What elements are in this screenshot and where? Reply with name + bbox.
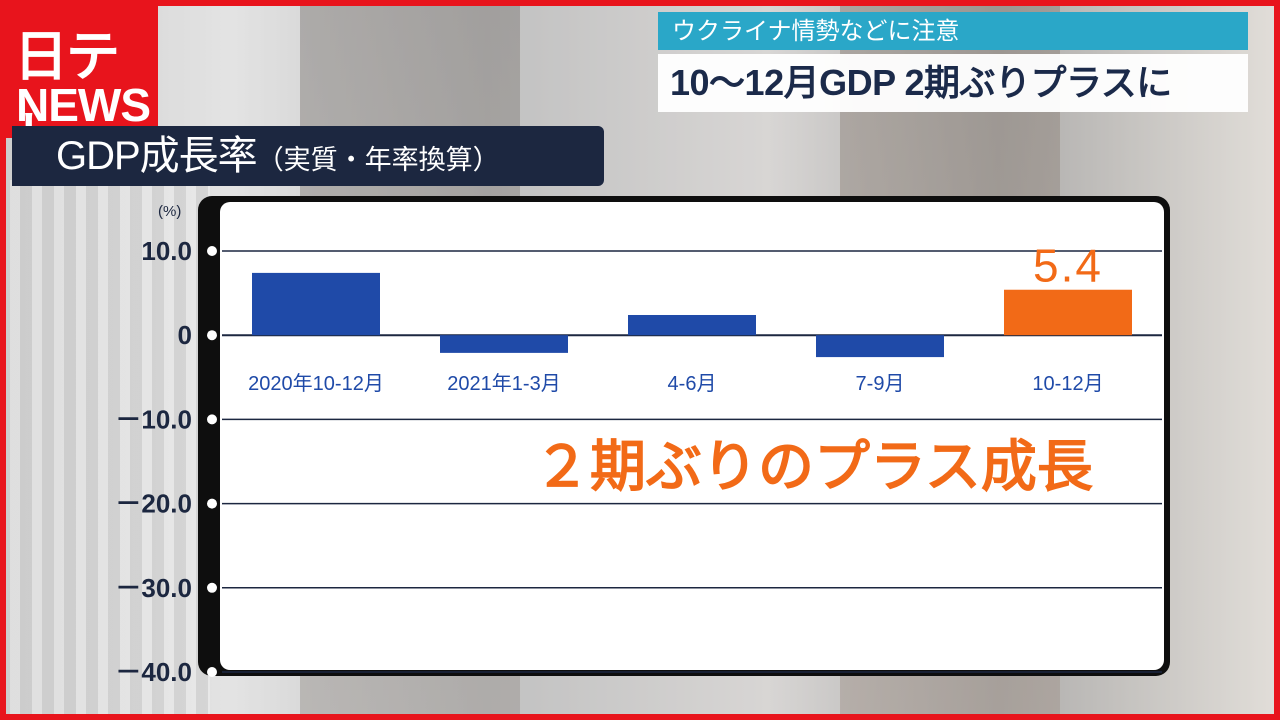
ytick-dot bbox=[207, 582, 217, 593]
channel-logo: 日テレ NEWS bbox=[6, 6, 158, 166]
ytick-label: 0 bbox=[178, 320, 192, 350]
ytick-dot bbox=[207, 667, 217, 677]
ytick-dot bbox=[207, 246, 217, 256]
logo-line1: 日テレ bbox=[14, 27, 120, 166]
chart-title-paren: （実質・年率換算） bbox=[256, 145, 500, 176]
y-unit-label: (%) bbox=[158, 203, 181, 220]
x-category-label: 2021年1-3月 bbox=[447, 372, 560, 395]
chart-annotation: ２期ぶりのプラス成長 bbox=[534, 435, 1094, 500]
x-category-label: 4-6月 bbox=[668, 373, 717, 395]
ytick-label: 10.0 bbox=[141, 236, 192, 266]
chart-title: GDP成長率（実質・年率換算） bbox=[12, 126, 604, 186]
caption-headline: 10～12月GDP 2期ぶりプラスに bbox=[658, 54, 1248, 112]
logo-line2: NEWS bbox=[16, 79, 151, 131]
ytick-label: －30.0 bbox=[115, 573, 192, 603]
x-category-label: 10-12月 bbox=[1032, 373, 1103, 395]
chart-panel bbox=[220, 202, 1164, 670]
ytick-label: －40.0 bbox=[115, 657, 192, 687]
ytick-dot bbox=[207, 498, 217, 509]
bar bbox=[628, 314, 756, 336]
background-railing bbox=[10, 180, 210, 720]
x-category-label: 7-9月 bbox=[856, 373, 905, 395]
bar bbox=[1004, 289, 1132, 336]
ytick-label: －20.0 bbox=[115, 489, 192, 519]
bar-value-label: 5.4 bbox=[1033, 240, 1103, 292]
bar bbox=[440, 335, 568, 353]
chart-title-main: GDP成長率 bbox=[56, 134, 258, 178]
x-category-label: 2020年10-12月 bbox=[248, 372, 384, 395]
ytick-dot bbox=[207, 414, 217, 425]
ytick-dot bbox=[207, 330, 217, 341]
bar bbox=[816, 335, 944, 358]
ytick-label: －10.0 bbox=[115, 404, 192, 434]
bar bbox=[252, 272, 380, 336]
caption-subtitle: ウクライナ情勢などに注意 bbox=[658, 12, 1248, 50]
